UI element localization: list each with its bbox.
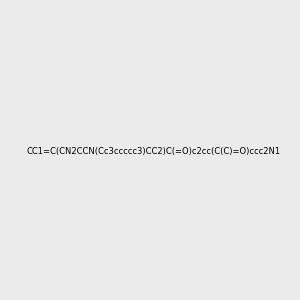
Text: CC1=C(CN2CCN(Cc3ccccc3)CC2)C(=O)c2cc(C(C)=O)ccc2N1: CC1=C(CN2CCN(Cc3ccccc3)CC2)C(=O)c2cc(C(C…	[27, 147, 281, 156]
